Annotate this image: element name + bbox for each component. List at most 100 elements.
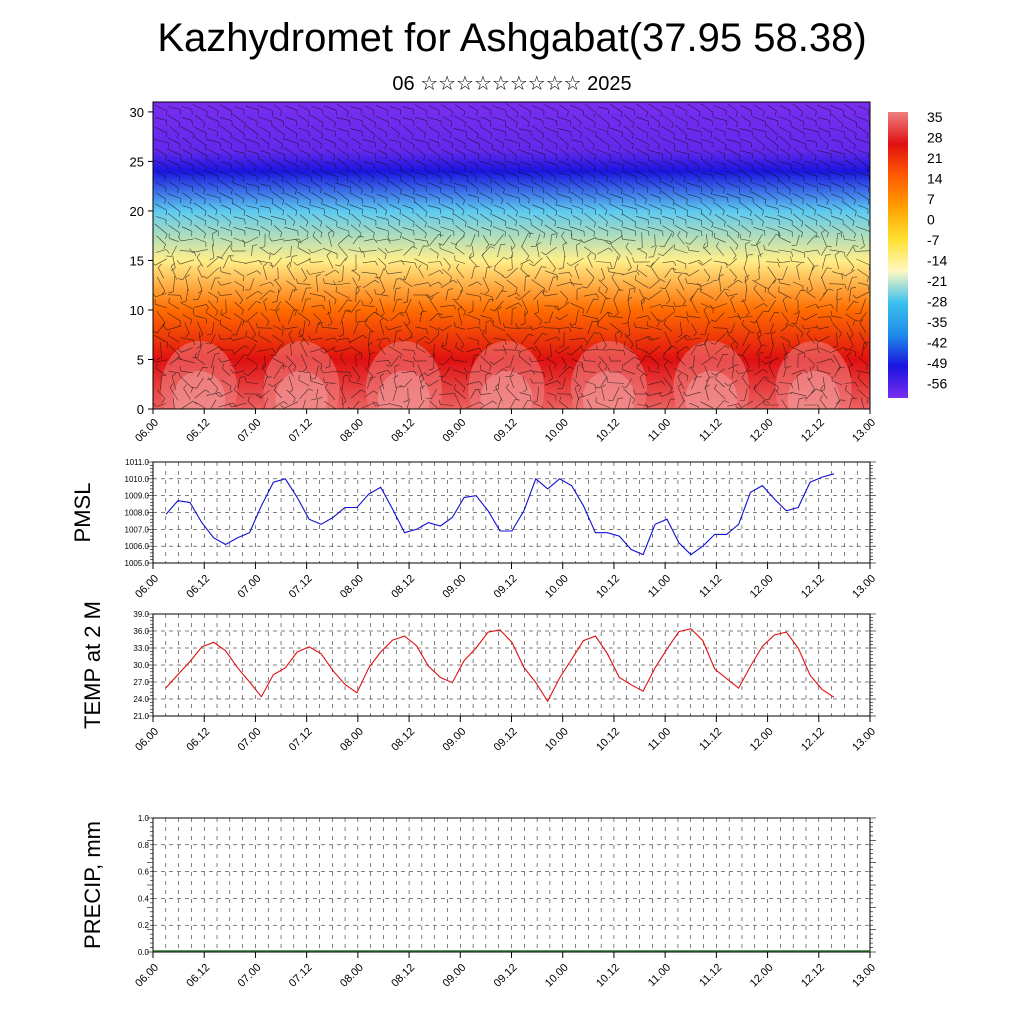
time-tick-label: 08.00	[338, 417, 366, 445]
height-tick-label: 0	[137, 402, 144, 417]
time-tick-label: 12.00	[748, 417, 776, 445]
y-tick-label: 0.2	[138, 921, 150, 930]
height-tick-label: 25	[130, 154, 144, 169]
x-tick-label: 13.00	[850, 573, 878, 601]
y-tick-label: 1006.0	[125, 542, 150, 551]
colorbar-label: -42	[927, 335, 947, 351]
y-tick-label: 0.8	[138, 841, 150, 850]
colorbar-label: 28	[927, 130, 943, 146]
time-tick-label: 07.12	[287, 417, 315, 445]
x-tick-label: 13.00	[850, 726, 878, 754]
colorbar-label: -14	[927, 253, 947, 269]
x-tick-label: 12.12	[799, 573, 827, 601]
x-tick-label: 07.00	[236, 962, 264, 990]
colorbar-label: -21	[927, 273, 947, 289]
x-tick-label: 12.00	[748, 726, 776, 754]
x-tick-label: 11.12	[697, 962, 724, 989]
chart-subtitle: 06 ☆☆☆☆☆☆☆☆☆ 2025	[392, 73, 632, 95]
precip-panel: 0.0 0.2 0.4 0.6 0.8 1.0 06.00 06.12 07.00 07.12 08…	[80, 814, 878, 990]
time-tick-label: 06.12	[184, 417, 212, 445]
x-tick-label: 06.00	[133, 726, 161, 754]
y-tick-label: 0.6	[138, 868, 150, 877]
y-axis-label: TEMP at 2 M	[80, 601, 105, 729]
diurnal-warm-cores	[161, 341, 852, 409]
x-tick-label: 06.00	[133, 962, 161, 990]
x-tick-label: 09.00	[440, 573, 468, 601]
time-tick-label: 13.00	[850, 417, 878, 445]
height-tick-label: 5	[137, 352, 144, 367]
x-tick-label: 11.00	[646, 962, 673, 989]
y-tick-label: 1011.0	[125, 458, 149, 467]
y-tick-label: 1010.0	[125, 475, 150, 484]
height-tick-label: 20	[130, 204, 144, 219]
x-tick-label: 13.00	[850, 962, 878, 990]
colorbar-label: 7	[927, 191, 935, 207]
y-tick-label: 33.0	[133, 644, 149, 653]
x-tick-label: 09.00	[440, 726, 468, 754]
x-tick-label: 09.12	[492, 726, 520, 754]
x-tick-label: 06.12	[184, 726, 212, 754]
x-tick-label: 12.12	[799, 962, 827, 990]
y-tick-label: 1009.0	[125, 492, 150, 501]
temp-2m-panel: 21.0 24.0 27.0 30.0 33.0 36.0 39.0 06.00 06.12 07…	[80, 601, 878, 754]
colorbar-scale	[888, 112, 908, 398]
time-tick-label: 09.00	[440, 417, 468, 445]
y-tick-label: 30.0	[133, 661, 149, 670]
colorbar-label: 21	[927, 150, 943, 166]
series-line	[165, 473, 835, 556]
x-tick-label: 07.00	[236, 726, 264, 754]
x-tick-label: 08.12	[389, 962, 417, 990]
x-tick-label: 09.12	[492, 573, 520, 601]
colorbar-label: -49	[927, 355, 947, 371]
x-tick-label: 09.12	[492, 962, 520, 990]
x-tick-label: 11.12	[697, 726, 724, 753]
series-line	[165, 628, 835, 703]
warm-core-inner	[582, 371, 635, 409]
x-tick-label: 10.12	[594, 726, 622, 754]
warm-core-inner	[377, 371, 430, 409]
x-tick-label: 10.12	[594, 573, 622, 601]
x-tick-label: 07.12	[287, 962, 315, 990]
time-tick-label: 10.12	[594, 417, 622, 445]
x-tick-label: 08.00	[338, 573, 366, 601]
time-axis-top: 06.00 06.12 07.00 07.12 08.00 08.12 09.00 09.12…	[133, 409, 878, 445]
height-axis: 0 5 10 15 20 25 30	[130, 105, 153, 417]
x-tick-label: 06.12	[184, 962, 212, 990]
x-tick-label: 11.12	[697, 573, 724, 600]
colorbar-label: 0	[927, 212, 935, 228]
colorbar-label: -35	[927, 314, 947, 330]
wind-barbs	[153, 103, 870, 409]
chart-title: Kazhydromet for Ashgabat(37.95 58.38)	[157, 16, 867, 60]
colorbar-label: -28	[927, 294, 947, 310]
colorbar-label: 14	[927, 171, 943, 187]
x-tick-label: 09.00	[440, 962, 468, 990]
x-tick-label: 07.12	[287, 726, 315, 754]
time-tick-label: 09.12	[492, 417, 520, 445]
wind-barb-field	[153, 103, 870, 409]
y-tick-label: 1008.0	[125, 509, 150, 518]
warm-core-inner	[685, 371, 738, 409]
y-tick-label: 39.0	[133, 610, 149, 619]
colorbar-label: 35	[927, 109, 943, 125]
x-tick-label: 07.00	[236, 573, 264, 601]
time-tick-label: 06.00	[133, 417, 161, 445]
time-tick-label: 12.12	[799, 417, 827, 445]
y-tick-label: 1007.0	[125, 525, 150, 534]
y-tick-label: 27.0	[133, 678, 149, 687]
x-tick-label: 10.12	[594, 962, 622, 990]
x-tick-label: 11.00	[646, 726, 673, 753]
x-tick-label: 06.12	[184, 573, 212, 601]
x-tick-label: 06.00	[133, 573, 161, 601]
height-tick-label: 30	[130, 105, 144, 120]
y-tick-label: 1005.0	[125, 559, 150, 568]
x-tick-label: 08.00	[338, 726, 366, 754]
x-tick-label: 12.00	[748, 962, 776, 990]
time-tick-label: 11.00	[646, 417, 673, 444]
warm-core-inner	[480, 371, 533, 409]
x-tick-label: 10.00	[543, 573, 571, 601]
x-tick-label: 11.00	[646, 573, 673, 600]
colorbar: 35 28 21 14 7 0 -7 -14 -21 -28 -35 -42 -49 -56	[888, 109, 947, 398]
y-tick-label: 21.0	[133, 712, 149, 721]
height-tick-label: 10	[130, 303, 144, 318]
